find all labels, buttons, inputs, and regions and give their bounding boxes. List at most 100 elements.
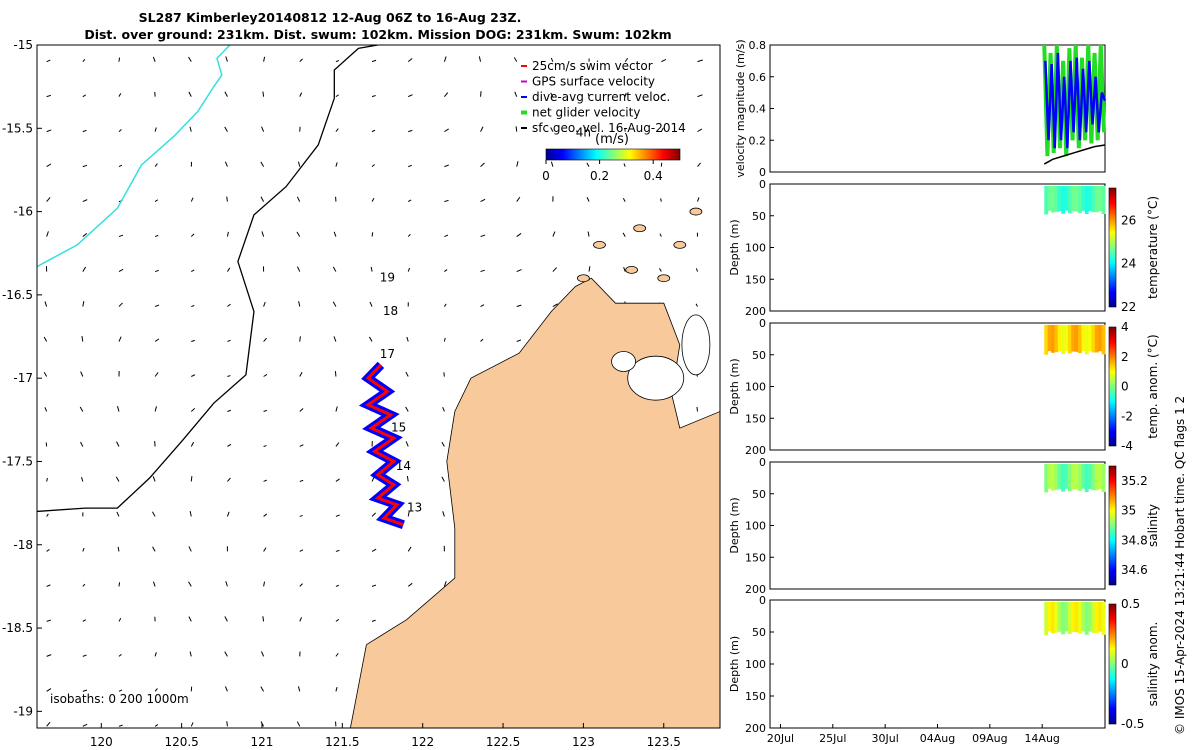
geo-arrow [116, 511, 120, 517]
temp_anomaly-ylabel: Depth (m) [728, 358, 741, 414]
island [577, 274, 590, 283]
geo-arrow [371, 512, 376, 517]
heatmap-cell [1071, 463, 1076, 490]
y-tick-label: 0 [759, 594, 766, 607]
colorbar-tick-label: 4 [1121, 320, 1129, 334]
geo-arrow [335, 406, 338, 412]
geo-arrow [408, 129, 413, 133]
geo-arrow [46, 721, 51, 727]
geo-arrow [263, 337, 267, 342]
title-line-1: SL287 Kimberley20140812 12-Aug 06Z to 16… [139, 10, 522, 25]
geo-arrow [335, 652, 339, 657]
geo-arrow [405, 406, 409, 412]
geo-arrow [516, 304, 522, 308]
heatmap-cell [1067, 463, 1072, 492]
geo-arrow [299, 549, 304, 552]
geo-arrow [516, 339, 522, 342]
heatmap-cell [1071, 324, 1076, 352]
heatmap-cell [1071, 185, 1076, 212]
geo-arrow [371, 548, 377, 552]
geo-arrow [298, 301, 301, 307]
y-tick-label: 100 [745, 381, 766, 394]
geo-arrow [118, 268, 124, 272]
heatmap-cell [1091, 324, 1096, 353]
geo-arrow [118, 336, 122, 342]
heatmap-cell [1101, 185, 1106, 215]
geo-arrow [190, 476, 193, 482]
x-tick-label: 120 [90, 735, 113, 749]
legend-label-swim: 25cm/s swim vector [532, 59, 653, 73]
geo-arrow [408, 94, 413, 98]
temp_anomaly-colorbar-label: temp. anom. (°C) [1146, 334, 1160, 438]
geo-arrow [263, 409, 268, 412]
geo-arrow [513, 57, 518, 62]
x-tick-label: 122 [411, 735, 434, 749]
geo-arrow [697, 197, 700, 202]
heatmap-cell [1061, 463, 1066, 492]
inlet [611, 351, 636, 372]
geo-arrow [441, 441, 445, 447]
geo-arrow [82, 59, 86, 62]
colorbar-tick-label: 22 [1121, 300, 1136, 314]
geo-arrow [189, 651, 192, 657]
geo-arrow [660, 198, 662, 202]
x-tick-label: 123.5 [647, 735, 681, 749]
island [633, 224, 647, 233]
inlet [681, 314, 711, 376]
geo-arrow [82, 583, 86, 587]
geo-arrow [191, 305, 195, 308]
geo-arrow [82, 619, 87, 622]
geo-arrow [152, 511, 156, 517]
sal_anomaly-ylabel: Depth (m) [728, 636, 741, 692]
geo-arrow [260, 196, 265, 202]
y-tick-label: 50 [752, 210, 766, 223]
colorbar-tick-label: 35 [1121, 504, 1136, 518]
geo-arrow [587, 231, 590, 237]
heatmap-cell [1081, 463, 1086, 489]
track-label: 13 [407, 500, 422, 514]
geo-arrow [406, 475, 409, 482]
heatmap-cell [1081, 324, 1086, 351]
geo-arrow [624, 57, 629, 62]
geo-arrow [297, 161, 301, 167]
geo-arrow [587, 93, 590, 97]
geo-arrow [154, 199, 159, 203]
x-tick-label: 30Jul [872, 732, 899, 745]
heatmap-cell [1101, 463, 1106, 493]
geo-arrow [82, 689, 88, 692]
geo-arrow [190, 441, 195, 447]
geo-arrow [152, 581, 156, 587]
geo-arrow [443, 581, 447, 587]
heatmap-cell [1057, 601, 1062, 632]
geo-arrow [624, 92, 627, 97]
geo-arrow [371, 232, 374, 237]
y-tick-label: -18.5 [2, 621, 33, 635]
speed-colorbar: (m/s) 0 0.2 0.4 [542, 132, 681, 183]
geo-arrow [46, 59, 51, 63]
geo-arrow [552, 231, 556, 237]
geo-arrow [335, 514, 340, 517]
geo-arrow [443, 303, 447, 307]
geo-arrow [516, 269, 522, 273]
heatmap-cell [1044, 463, 1049, 493]
salinity-colorbar [1108, 465, 1117, 586]
geo-arrow [82, 94, 86, 98]
y-tick-label: 200 [745, 583, 766, 596]
geo-arrow [82, 233, 88, 237]
geo-arrow [154, 652, 157, 657]
geo-arrow [46, 548, 50, 552]
geo-arrow [152, 56, 156, 62]
geo-arrow [480, 338, 484, 342]
geo-arrow [191, 339, 195, 342]
geo-arrow [299, 583, 303, 587]
heatmap-cell [1064, 601, 1069, 632]
geo-arrow [82, 129, 87, 133]
geo-arrow [190, 233, 195, 237]
x-tick-label: 20Jul [767, 732, 794, 745]
sal_anomaly-colorbar-label: salinity anom. [1146, 622, 1160, 707]
geo-arrow [299, 514, 303, 517]
geo-arrow [299, 371, 303, 377]
geo-arrow [82, 199, 88, 203]
geo-arrow [46, 197, 51, 202]
geo-arrow [697, 128, 703, 133]
